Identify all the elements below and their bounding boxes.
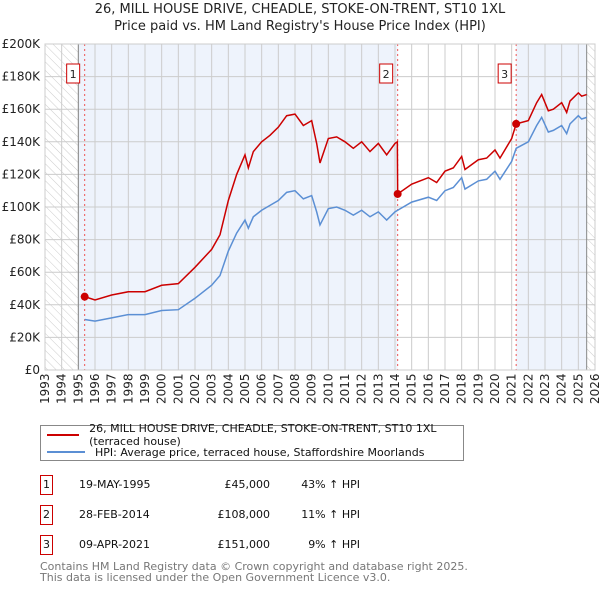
- sale-label: 3: [501, 68, 508, 81]
- sale-price: £108,000: [217, 508, 271, 521]
- x-tick-label: 2006: [255, 373, 269, 404]
- x-tick-label: 2000: [155, 373, 169, 404]
- x-tick-label: 1998: [121, 373, 135, 404]
- legend-label-property: 26, MILL HOUSE DRIVE, CHEADLE, STOKE-ON-…: [89, 422, 437, 448]
- sale-hpi-diff: 43% ↑ HPI: [301, 478, 360, 491]
- legend-label-hpi: HPI: Average price, terraced house, Staf…: [95, 445, 425, 459]
- x-tick-label: 2025: [571, 373, 585, 404]
- sale-point: [80, 292, 89, 301]
- hpi-line: [84, 114, 587, 322]
- sale-hpi-diff: 11% ↑ HPI: [301, 508, 360, 521]
- x-tick-label: 2022: [521, 373, 535, 404]
- x-tick-label: 2023: [538, 373, 552, 404]
- sale-hpi-diff: 9% ↑ HPI: [308, 538, 360, 551]
- x-tick-label: 2008: [288, 373, 302, 404]
- y-tick-label: £200K: [2, 37, 42, 51]
- legend-line-hpi: [47, 451, 85, 453]
- x-tick-label: 1999: [138, 373, 152, 404]
- x-tick-label: 2016: [421, 373, 435, 404]
- sale-label: 1: [70, 68, 77, 81]
- sale-label-box: [379, 63, 394, 84]
- x-tick-label: 2017: [438, 373, 452, 404]
- sale-date: 28-FEB-2014: [79, 508, 150, 521]
- x-tick-label: 2019: [471, 373, 485, 404]
- x-tick-label: 2001: [171, 373, 185, 404]
- chart-subtitle: Price paid vs. HM Land Registry's House …: [114, 19, 486, 34]
- y-tick-label: £140K: [2, 135, 42, 149]
- plot-border: [44, 43, 596, 371]
- y-tick-label: £0: [25, 363, 40, 377]
- sale-point: [512, 119, 521, 128]
- y-tick-label: £100K: [2, 200, 42, 214]
- sale-label-box: [66, 63, 81, 84]
- sale-price: £151,000: [217, 538, 271, 551]
- x-tick-label: 2010: [321, 373, 335, 404]
- legend: 26, MILL HOUSE DRIVE, CHEADLE, STOKE-ON-…: [40, 422, 464, 461]
- x-tick-label: 2002: [188, 373, 202, 404]
- footer-licence: This data is licensed under the Open Gov…: [40, 571, 391, 584]
- price-chart: 1993 1994 1995 1996 1997 1998 1999 2000 2001 2002…: [2, 37, 600, 404]
- y-tick-label: £20K: [9, 330, 41, 344]
- x-tick-label: 2020: [488, 373, 502, 404]
- sale-marker-box: 2: [40, 505, 53, 525]
- y-tick-label: £40K: [9, 298, 41, 312]
- x-tick-label: 2021: [505, 373, 519, 404]
- sale-marker-box: 1: [40, 475, 53, 495]
- legend-item-property: 26, MILL HOUSE DRIVE, CHEADLE, STOKE-ON-…: [47, 422, 463, 448]
- legend-item-hpi: HPI: Average price, terraced house, Staf…: [47, 444, 424, 460]
- x-tick-label: 2014: [388, 373, 402, 404]
- y-tick-label: £180K: [2, 70, 42, 84]
- x-tick-label: 2026: [588, 373, 600, 404]
- sale-label-box: [497, 63, 512, 84]
- x-tick-label: 2015: [405, 373, 419, 404]
- x-tick-label: 2004: [221, 373, 235, 404]
- sale-date: 09-APR-2021: [79, 538, 151, 551]
- x-tick-label: 1996: [88, 373, 102, 404]
- y-tick-label: £60K: [9, 265, 41, 279]
- sale-price: £45,000: [224, 478, 271, 491]
- x-tick-label: 2013: [371, 373, 385, 404]
- x-tick-label: 2003: [205, 373, 219, 404]
- sale-date: 19-MAY-1995: [79, 478, 151, 491]
- x-tick-label: 2024: [555, 373, 569, 404]
- x-tick-label: 1997: [105, 373, 119, 404]
- x-tick-label: 2007: [271, 373, 285, 404]
- sale-label: 2: [383, 68, 390, 81]
- x-tick-label: 1995: [71, 373, 85, 404]
- x-tick-label: 2005: [238, 373, 252, 404]
- chart-title: 26, MILL HOUSE DRIVE, CHEADLE, STOKE-ON-…: [94, 2, 506, 17]
- y-tick-label: £160K: [2, 102, 42, 116]
- sale-point: [393, 189, 402, 198]
- x-tick-label: 2009: [305, 373, 319, 404]
- sale-marker-box: 3: [40, 535, 53, 555]
- y-tick-label: £120K: [2, 167, 42, 181]
- y-tick-label: £80K: [9, 233, 41, 247]
- property-line: [84, 91, 587, 301]
- x-tick-label: 1994: [55, 373, 69, 404]
- legend-line-property: [47, 434, 80, 436]
- x-tick-label: 2012: [355, 373, 369, 404]
- x-tick-label: 2018: [455, 373, 469, 404]
- x-tick-label: 1993: [38, 373, 52, 404]
- footer-copyright: Contains HM Land Registry data © Crown c…: [40, 560, 468, 573]
- x-tick-label: 2011: [338, 373, 352, 404]
